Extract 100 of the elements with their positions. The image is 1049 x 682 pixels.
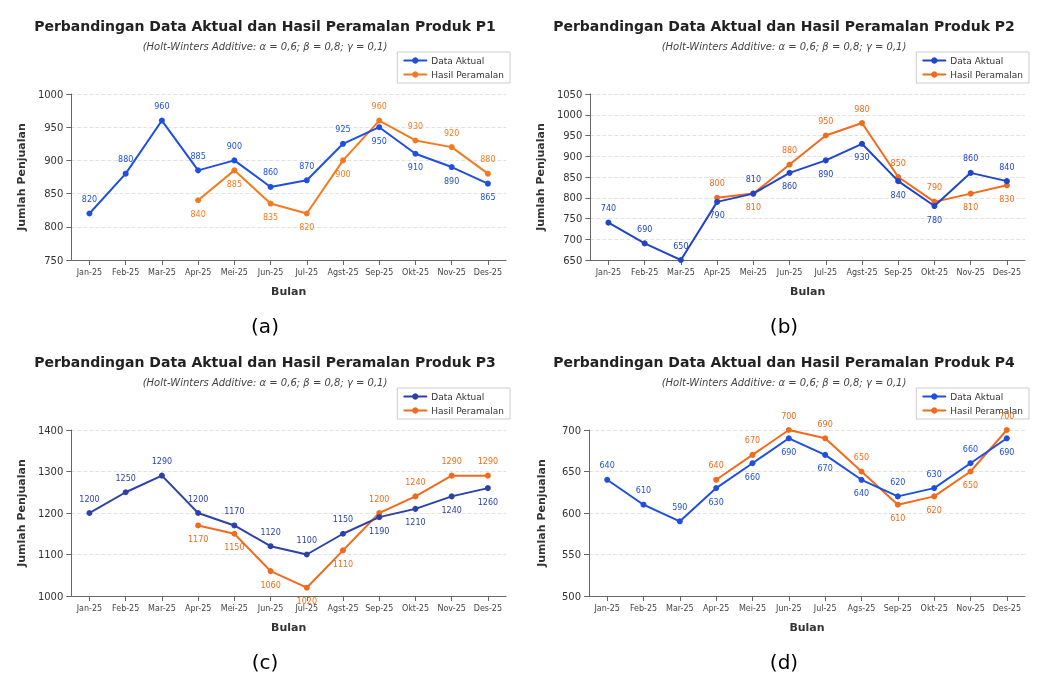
point — [158, 117, 165, 124]
data-label: 820 — [81, 195, 98, 205]
legend-label: Data Aktual — [950, 55, 1004, 66]
point — [376, 124, 383, 131]
y-tick-label: 750 — [44, 254, 64, 266]
point — [785, 435, 792, 442]
data-label: 840 — [999, 162, 1015, 172]
x-tick-label: Sep-25 — [365, 267, 394, 277]
data-label: 1290 — [441, 457, 462, 467]
data-label: 590 — [672, 502, 688, 512]
data-label: 1240 — [405, 477, 426, 487]
text: (d) — [769, 650, 799, 674]
data-label: 1150 — [224, 543, 245, 553]
data-label: 1260 — [477, 497, 499, 507]
point — [641, 240, 648, 247]
legend-label: Hasil Peramalan — [431, 405, 505, 416]
y-tick-label: 1050 — [556, 88, 583, 100]
point — [713, 485, 720, 492]
point — [605, 219, 612, 226]
data-label: 1120 — [260, 527, 281, 537]
chart-title: Perbandingan Data Aktual dan Hasil Peramalan Produk P2 — [553, 18, 1015, 34]
data-label: 865 — [480, 193, 496, 203]
point — [895, 178, 902, 185]
y-axis-title: Jumlah Penjualan — [15, 459, 28, 568]
data-label: 700 — [781, 411, 797, 421]
text: (b) — [769, 314, 799, 338]
y-tick-label: 1100 — [37, 549, 64, 560]
y-tick-label: 800 — [563, 192, 583, 204]
legend-label: Data Aktual — [431, 55, 485, 66]
x-tick-label: Nov-25 — [437, 267, 466, 277]
chart-subtitle: (Holt-Winters Additive: α = 0,6; β = 0,8; γ = 0,1) — [661, 40, 907, 52]
x-tick-label: Jun-25 — [256, 267, 284, 277]
data-label: 890 — [444, 176, 460, 186]
x-tick-label: Jan-25 — [75, 603, 103, 613]
data-label: 980 — [854, 104, 870, 114]
y-tick-label: 1000 — [37, 88, 64, 100]
data-label: 880 — [480, 155, 496, 165]
point — [340, 547, 347, 554]
x-tick-label: Jan-25 — [593, 603, 620, 613]
point — [267, 183, 274, 190]
data-label: 640 — [853, 489, 870, 499]
x-axis-title: Bulan — [789, 621, 825, 634]
y-tick-label: 550 — [561, 549, 581, 560]
data-label: 930 — [407, 121, 424, 131]
point — [195, 522, 202, 529]
data-label: 650 — [962, 481, 979, 490]
x-tick-label: Jan-25 — [75, 267, 103, 277]
data-label: 885 — [226, 179, 242, 189]
x-tick-label: Agst-25 — [846, 267, 878, 277]
data-label: 920 — [444, 128, 460, 138]
y-tick-label: 900 — [563, 150, 583, 162]
x-tick-label: Jun-25 — [775, 267, 803, 277]
point — [231, 530, 238, 537]
data-label: 840 — [890, 190, 906, 200]
y-axis-title: Jumlah Penjualan — [534, 123, 547, 232]
point — [122, 170, 129, 177]
point — [448, 164, 455, 171]
point — [303, 584, 310, 591]
x-tick-label: Okt-25 — [920, 603, 948, 613]
data-label: 1190 — [369, 526, 390, 536]
point — [86, 210, 93, 217]
x-tick-label: Jan-25 — [594, 267, 622, 277]
y-tick-label: 750 — [563, 213, 583, 224]
data-label: 740 — [600, 204, 617, 214]
data-label: 960 — [154, 102, 170, 112]
point — [412, 150, 419, 157]
x-tick-label: Agst-25 — [327, 267, 359, 277]
data-label: 810 — [963, 203, 979, 213]
x-axis-title: Bulan — [790, 285, 826, 298]
point — [967, 169, 974, 176]
data-label: 810 — [745, 203, 761, 213]
point — [894, 493, 901, 500]
data-label: 1290 — [151, 457, 173, 467]
data-label: 650 — [673, 241, 689, 251]
data-label: 640 — [599, 461, 615, 471]
x-tick-label: Mar-25 — [666, 603, 694, 613]
x-tick-label: Sep-25 — [884, 267, 913, 277]
y-tick-label: 800 — [44, 221, 64, 233]
data-label: 900 — [226, 141, 242, 151]
x-tick-label: Okt-25 — [401, 603, 430, 613]
point — [822, 435, 829, 442]
point — [267, 200, 274, 207]
y-tick-label: 1200 — [37, 507, 64, 519]
point — [86, 510, 93, 516]
data-label: 1250 — [115, 473, 136, 483]
x-tick-label: Mar-25 — [667, 267, 695, 277]
data-label: 800 — [709, 179, 725, 189]
y-tick-label: 700 — [561, 424, 581, 436]
point — [749, 460, 756, 467]
point — [267, 543, 274, 550]
data-label: 790 — [926, 183, 943, 193]
point — [676, 518, 683, 525]
data-label: 880 — [118, 155, 134, 165]
data-label: 960 — [371, 102, 387, 112]
data-label: 1110 — [332, 559, 354, 569]
point — [484, 472, 491, 479]
x-tick-label: Apr-25 — [184, 603, 212, 613]
chart-title: Perbandingan Data Aktual dan Hasil Peramalan Produk P1 — [34, 18, 496, 34]
y-tick-label: 950 — [563, 130, 583, 141]
x-tick-label: Des-25 — [473, 267, 503, 277]
